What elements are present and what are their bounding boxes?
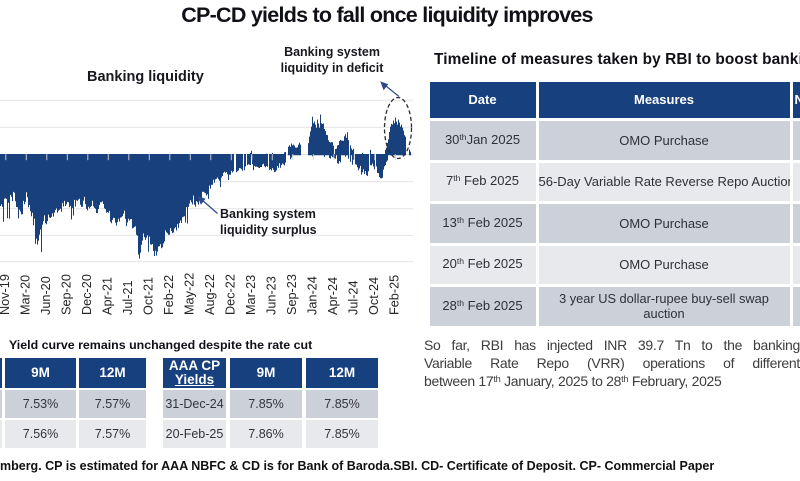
svg-text:Apr-24: Apr-24 [326, 277, 340, 315]
svg-text:Feb-25: Feb-25 [388, 275, 402, 315]
svg-text:Apr-21: Apr-21 [101, 277, 115, 315]
svg-text:Aug-22: Aug-22 [203, 274, 217, 315]
svg-text:Feb-22: Feb-22 [162, 275, 176, 315]
svg-text:Sep-20: Sep-20 [60, 274, 74, 315]
svg-text:Mar-23: Mar-23 [244, 275, 258, 315]
svg-text:Dec-20: Dec-20 [80, 274, 94, 315]
svg-text:Dec-22: Dec-22 [224, 274, 238, 315]
svg-text:Jun-23: Jun-23 [265, 276, 279, 315]
svg-text:Oct-24: Oct-24 [367, 277, 381, 315]
svg-text:Sep-23: Sep-23 [285, 274, 299, 315]
svg-text:May-22: May-22 [183, 273, 197, 315]
svg-text:Jun-20: Jun-20 [39, 276, 53, 315]
svg-text:Jul-21: Jul-21 [121, 280, 135, 315]
svg-text:Jan-24: Jan-24 [306, 276, 320, 315]
svg-text:Mar-20: Mar-20 [19, 275, 33, 315]
svg-text:Jul-24: Jul-24 [347, 280, 361, 315]
svg-text:Nov-19: Nov-19 [0, 274, 12, 315]
svg-text:Oct-21: Oct-21 [142, 277, 156, 315]
